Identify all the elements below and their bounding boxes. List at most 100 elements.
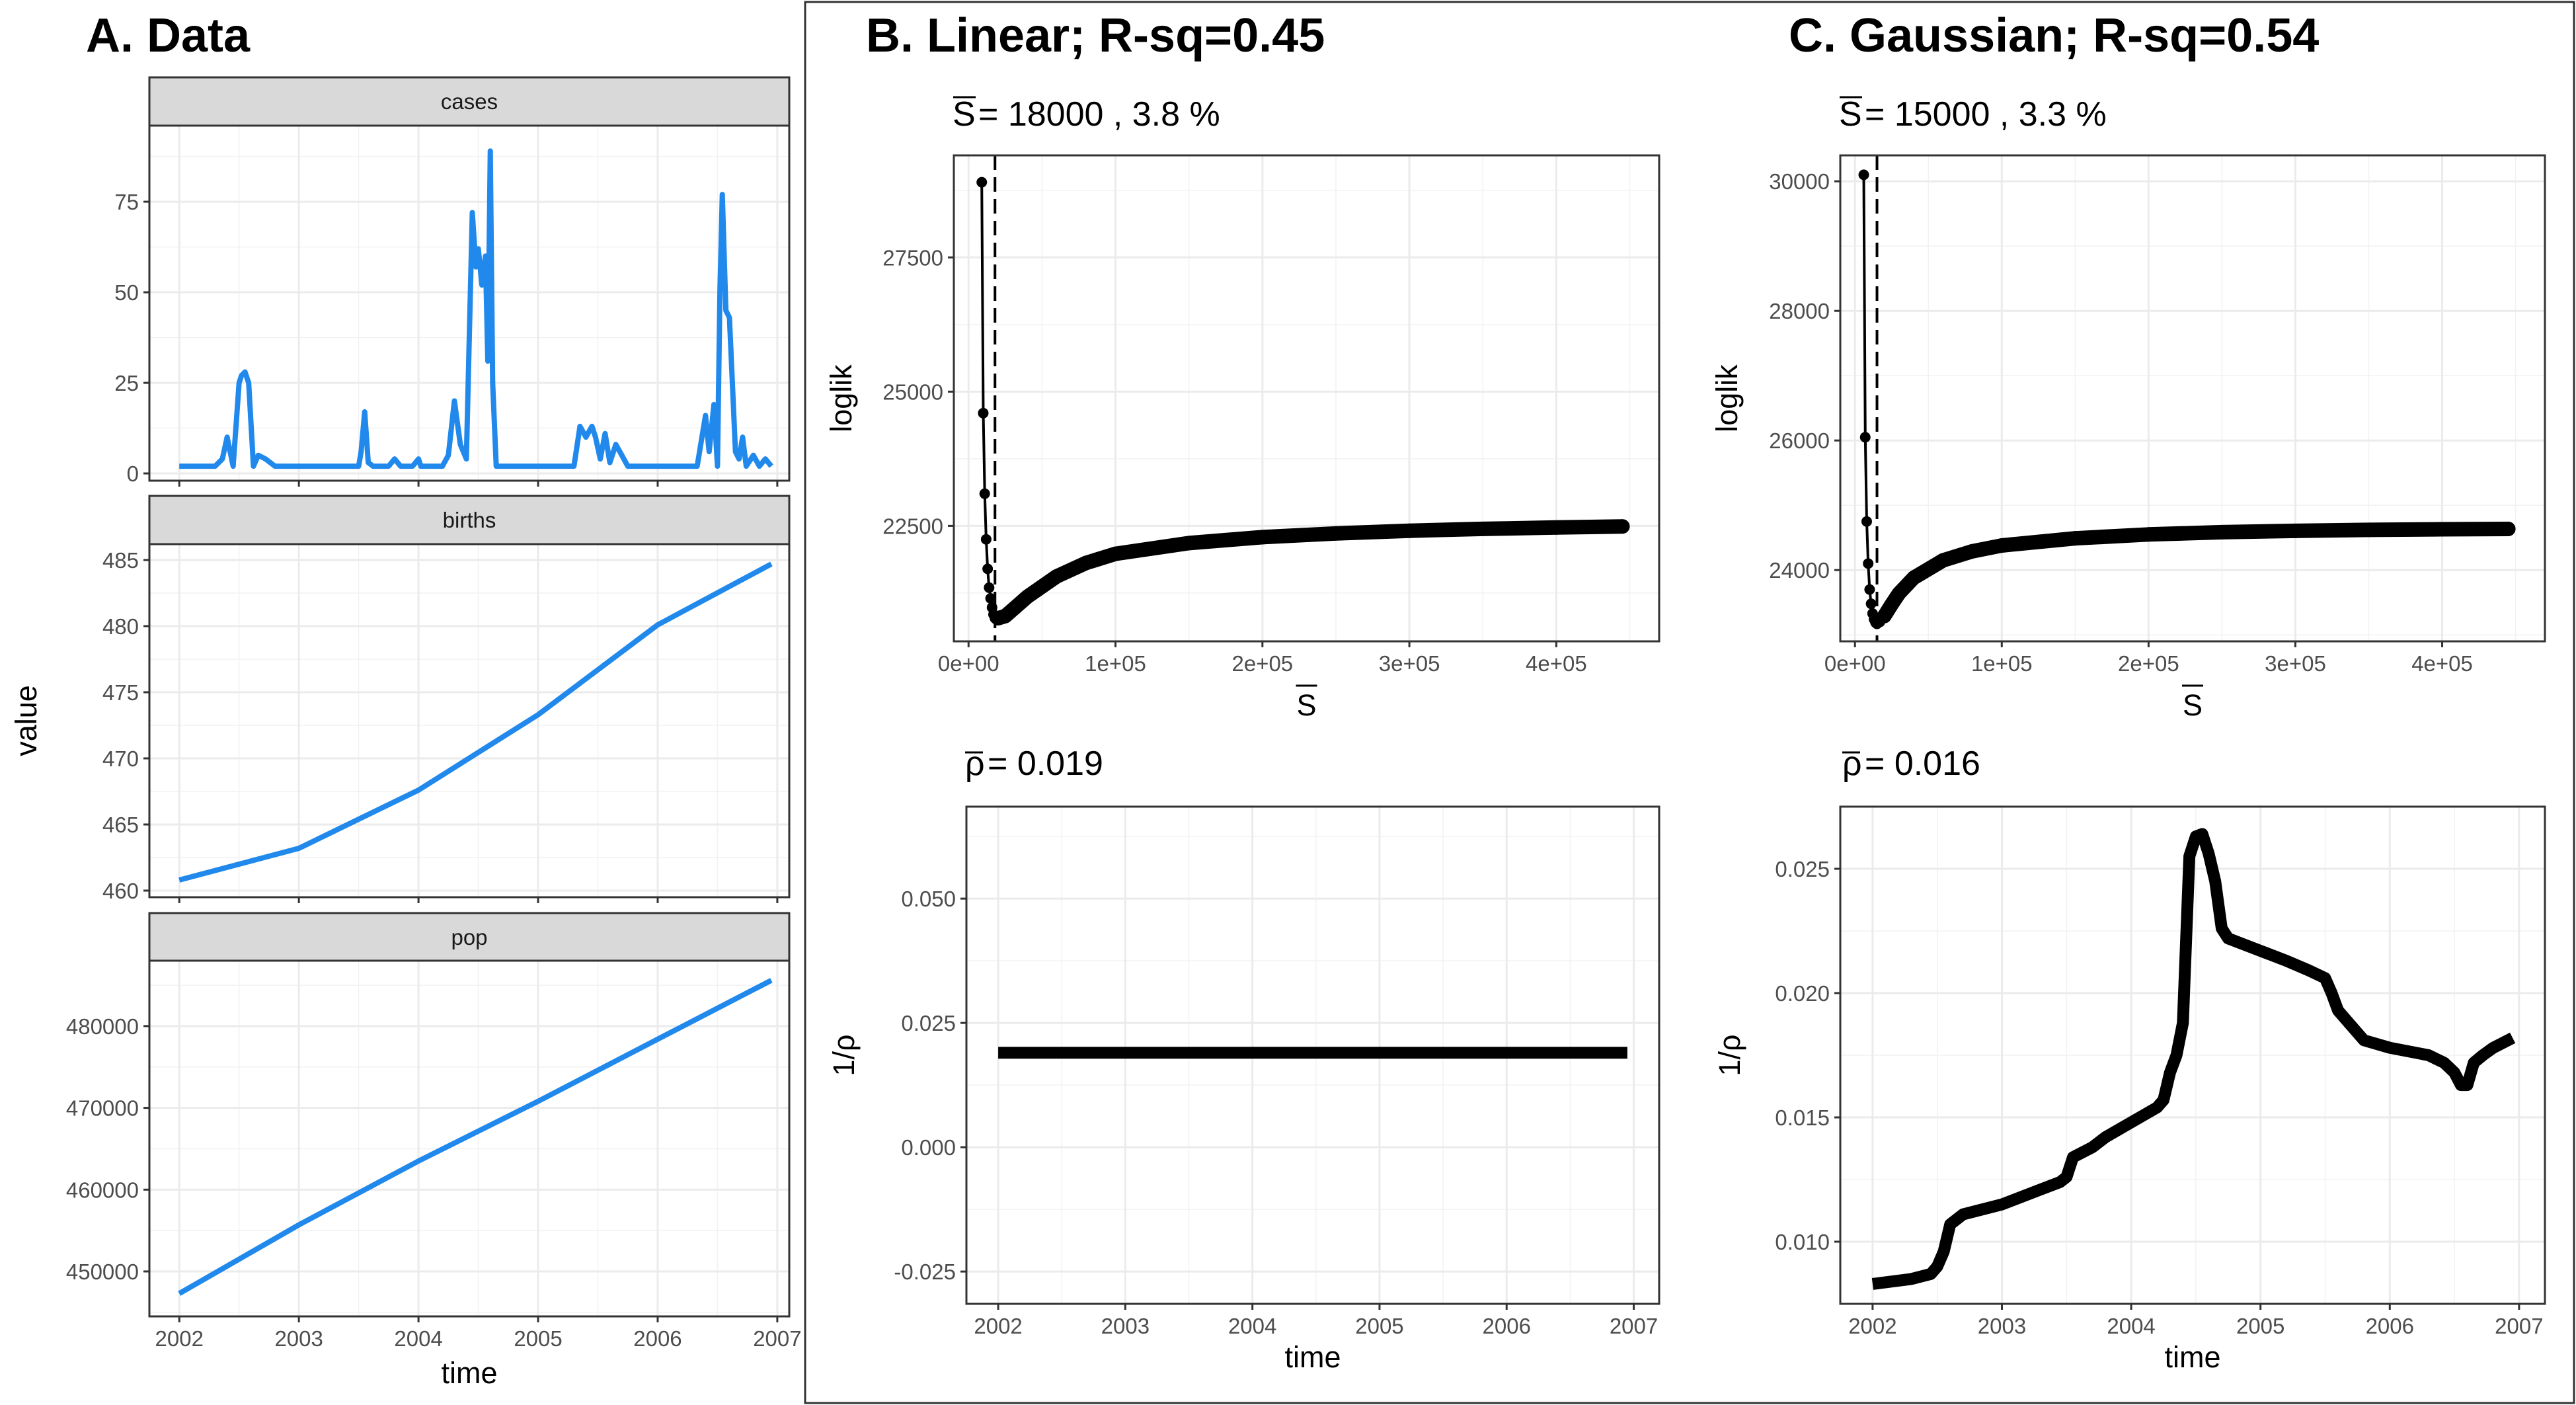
sbar-value: = 18000 , 3.8 % <box>978 95 1220 134</box>
x-axis-label: S <box>2183 688 2203 722</box>
data-point <box>984 582 995 593</box>
x-tick-label: 2003 <box>1101 1314 1150 1338</box>
x-tick-label: 2e+05 <box>2118 651 2179 676</box>
x-tick-label: 2004 <box>394 1326 442 1351</box>
panel-border <box>965 805 1660 1305</box>
y-tick-label: 0.025 <box>901 1011 956 1035</box>
sbar-value: = 15000 , 3.3 % <box>1865 95 2107 134</box>
y-axis-label: 1/ρ <box>827 1034 861 1076</box>
facet-strip-label: births <box>443 508 496 532</box>
facet-births: 460 465 470 475 480 485 births <box>102 495 791 903</box>
rho-symbol: ρ <box>965 744 985 783</box>
x-axis-label: S <box>1296 688 1316 722</box>
x-tick-label: 3e+05 <box>1379 651 1440 676</box>
facet-pop: 2002 2003 2004 2005 2006 2007 450000 460000 4700… <box>66 912 802 1351</box>
rho-series-line <box>1871 828 2516 1290</box>
x-tick-label: 2004 <box>1228 1314 1276 1338</box>
panel-c-loglik: 0e+00 1e+05 2e+05 3e+05 4e+05 24000 26000 28000… <box>1710 154 2546 722</box>
y-axis-label: loglik <box>1710 364 1744 432</box>
x-tick-label: 4e+05 <box>2411 651 2473 676</box>
data-point <box>979 488 990 499</box>
x-tick-label: 0e+00 <box>938 651 999 676</box>
plot-background <box>1840 155 2545 641</box>
panel-c-title: C. Gaussian; R-sq=0.54 <box>1789 9 2319 62</box>
x-tick-label: 2005 <box>2236 1314 2284 1338</box>
data-point <box>978 407 989 419</box>
facet-cases: 0 25 50 75 cases <box>114 76 791 487</box>
rho-symbol: ρ <box>1842 744 1862 783</box>
panel-frame <box>804 1 2575 1404</box>
y-tick-label: 30000 <box>1769 169 1830 194</box>
y-axis-label: 1/ρ <box>1713 1034 1746 1076</box>
panel-c-sbar-subtitle: S = 15000 , 3.3 % <box>1839 95 2107 134</box>
y-tick-label: 480000 <box>66 1014 139 1039</box>
panel-b-loglik: 0e+00 1e+05 2e+05 3e+05 4e+05 22500 25000 27500… <box>824 154 1660 722</box>
y-tick-label: 50 <box>114 280 139 305</box>
plot-background <box>149 544 789 897</box>
data-point <box>980 534 992 545</box>
y-tick-label: 0 <box>127 462 139 486</box>
x-tick-label: 1e+05 <box>1085 651 1146 676</box>
x-tick-label: 2003 <box>1978 1314 2026 1338</box>
sbar-symbol: S <box>1839 95 1862 134</box>
data-point <box>976 177 988 188</box>
facet-strip <box>148 76 791 127</box>
y-axis-label: loglik <box>824 364 858 432</box>
panel-a-title: A. Data <box>86 9 251 62</box>
y-tick-label: 485 <box>102 548 139 573</box>
series-line-cases <box>179 148 773 469</box>
y-tick-label: 0.050 <box>901 887 956 911</box>
x-axis-label: time <box>2164 1340 2220 1374</box>
point-band <box>990 519 1630 626</box>
y-tick-label: 24000 <box>1769 558 1830 582</box>
point-band <box>1877 522 2516 623</box>
y-tick-label: 26000 <box>1769 428 1830 453</box>
y-tick-label: -0.025 <box>894 1260 956 1284</box>
y-tick-label: 0.020 <box>1775 981 1830 1006</box>
x-tick-label: 2006 <box>633 1326 682 1351</box>
rho-value: = 0.016 <box>1865 744 1980 783</box>
plot-background <box>954 155 1659 641</box>
x-tick-label: 2002 <box>974 1314 1022 1338</box>
x-tick-label: 2003 <box>274 1326 323 1351</box>
x-tick-label: 2005 <box>514 1326 562 1351</box>
data-point <box>1861 516 1872 527</box>
y-tick-label: 470000 <box>66 1096 139 1121</box>
y-tick-label: 475 <box>102 680 139 705</box>
facet-strip-label: pop <box>451 925 487 949</box>
chart-marks: 0 25 50 75 cases 460 465 470 475 480 485 births 2002… <box>9 76 2546 1390</box>
x-tick-label: 2006 <box>1483 1314 1531 1338</box>
x-tick-label: 1e+05 <box>1971 651 2033 676</box>
y-tick-label: 470 <box>102 746 139 771</box>
y-tick-label: 25 <box>114 371 139 395</box>
facet-strip-label: cases <box>441 89 498 114</box>
y-tick-label: 25000 <box>882 380 943 404</box>
facet-strip <box>148 912 791 962</box>
panel-b-rho-subtitle: ρ = 0.019 <box>965 744 1103 783</box>
panel-b-sbar-subtitle: S = 18000 , 3.8 % <box>953 95 1220 134</box>
x-tick-label: 2007 <box>1610 1314 1658 1338</box>
panel-border <box>1839 154 2546 643</box>
data-point <box>1863 558 1874 569</box>
data-point <box>982 563 994 575</box>
x-tick-label: 2007 <box>753 1326 801 1351</box>
x-tick-label: 2006 <box>2366 1314 2414 1338</box>
data-point <box>1858 169 1869 181</box>
x-tick-label: 2004 <box>2107 1314 2155 1338</box>
x-tick-label: 2005 <box>1355 1314 1403 1338</box>
y-tick-label: 27500 <box>882 245 943 270</box>
y-tick-label: 0.000 <box>901 1135 956 1160</box>
x-axis-label: time <box>1284 1340 1341 1374</box>
x-tick-label: 4e+05 <box>1526 651 1587 676</box>
y-axis-label: value <box>9 685 43 756</box>
panel-c-rho: 2002 2003 2004 2005 2006 2007 0.010 0.015 0.020 0… <box>1713 805 2546 1374</box>
x-tick-label: 2e+05 <box>1231 651 1293 676</box>
y-tick-label: 0.025 <box>1775 857 1830 881</box>
panel-b-title: B. Linear; R-sq=0.45 <box>866 9 1325 62</box>
x-tick-label: 2002 <box>1848 1314 1896 1338</box>
series-line-births <box>178 561 773 883</box>
x-axis-label: time <box>441 1356 497 1390</box>
y-tick-label: 75 <box>114 190 139 214</box>
panel-b-rho: 2002 2003 2004 2005 2006 2007 -0.025 0.000 0.025… <box>827 805 1660 1374</box>
